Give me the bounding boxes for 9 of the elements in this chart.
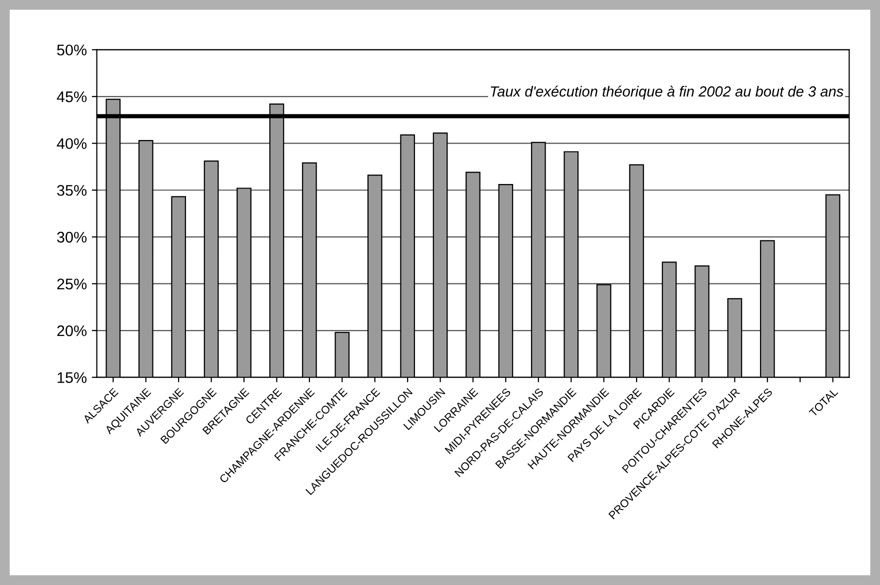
y-tick-label: 45%: [56, 91, 87, 102]
y-tick-label: 50%: [57, 44, 87, 56]
y-tick-label: 20%: [57, 325, 87, 336]
y-tick-label: 15%: [58, 372, 87, 384]
y-tick-label: 40%: [56, 138, 87, 150]
ref-line-label: Taux d'exécution théorique à fin 2002 au bout de 3 ans: [490, 86, 844, 100]
y-tick-label: 35%: [57, 184, 87, 196]
y-tick-label: 30%: [57, 232, 87, 243]
y-tick-label: 25%: [57, 278, 87, 290]
